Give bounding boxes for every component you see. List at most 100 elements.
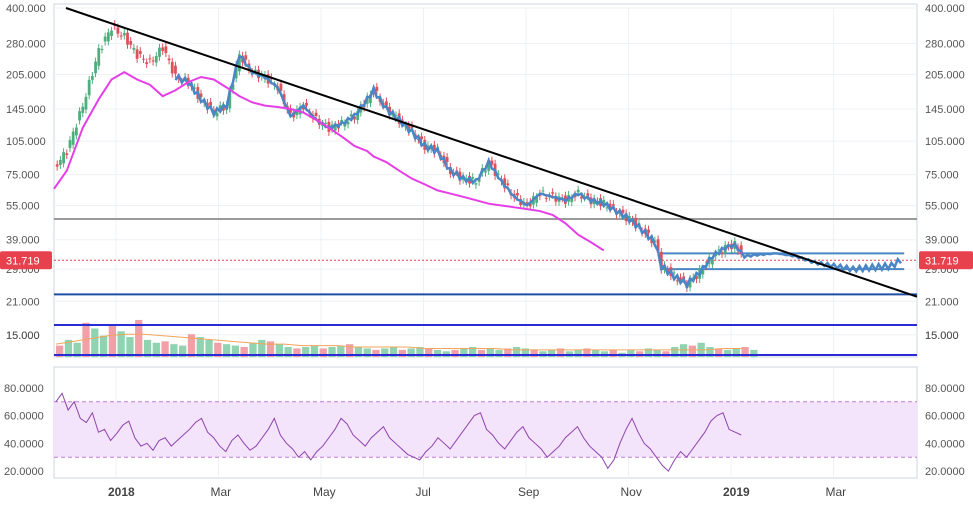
price-y-tick-left: 39.000 [6,235,40,247]
price-y-tick-right: 39.000 [925,235,959,247]
candle-body [174,65,177,74]
candle-body [110,30,113,37]
volume-bar [73,342,81,357]
trendline[interactable] [65,7,918,298]
candle-body [298,106,302,115]
price-panel [53,3,918,358]
candle-body [720,253,724,255]
price-tag-left-text: 31.719 [6,255,40,267]
candle-body [647,229,650,233]
volume-bar [477,349,486,357]
candle-body [119,35,123,37]
candle-body [503,178,507,189]
candle-body [78,111,81,121]
candle-body [90,75,94,80]
price-y-tick-right: 75.000 [925,170,959,182]
candle-body [650,238,654,244]
candle-body [324,122,328,124]
candle-body [634,217,638,228]
candle-body [116,27,120,34]
candle-body [154,55,158,63]
volume-bar [372,349,380,357]
price-y-tick-right: 21.000 [925,296,959,308]
volume-bar [512,347,521,357]
candle-body [525,202,529,204]
price-y-tick-right: 280.000 [925,38,965,50]
candle-body [506,183,510,186]
candle-body [87,79,91,96]
candle-body [602,199,606,204]
candle-body [541,190,545,192]
volume-bar [416,347,424,357]
rsi-y-tick-right: 80.0000 [925,383,965,395]
candle-body [222,105,225,111]
x-axis-label: 2018 [108,485,135,499]
rsi-y-tick-left: 40.0000 [4,438,44,450]
volume-bar [117,331,125,357]
candle-body [122,32,126,36]
candle-body [305,102,308,106]
price-y-tick-left: 75.000 [6,170,40,182]
candle-body [58,160,62,165]
candle-body [289,108,292,113]
volume-bar [275,344,283,357]
candle-body [244,55,248,60]
candle-body [653,240,657,243]
rsi-y-tick-left: 20.0000 [4,466,44,478]
candle-body [167,58,171,61]
volume-bar [266,341,275,357]
volume-bar [644,348,653,357]
candle-body [739,245,743,254]
price-y-tick-left: 280.000 [6,38,46,50]
price-y-tick-left: 15.000 [6,330,40,342]
candle-body [81,106,85,114]
candle-body [656,239,660,253]
candle-body [94,61,97,74]
volume-bar [196,337,204,357]
candle-body [84,96,88,110]
candle-body [570,198,574,203]
volume-bar [231,345,240,357]
volume-bar [240,347,248,357]
x-axis-label: 2019 [723,485,750,499]
candle-body [471,177,475,179]
candle-body [404,126,407,128]
candle-body [432,144,436,154]
volume-bar [750,349,758,357]
candle-body [544,197,548,199]
candle-body [215,112,219,117]
candle-body [385,101,388,106]
candle-body [106,32,110,42]
volume-bar [715,348,723,357]
candle-body [158,47,161,57]
rsi-y-tick-left: 60.0000 [4,411,44,423]
rsi-y-tick-right: 20.0000 [925,466,965,478]
volume-bar [82,322,90,357]
price-y-tick-right: 145.000 [925,104,965,116]
rsi-y-tick-right: 40.0000 [925,438,965,450]
candle-body [193,87,197,89]
candle-body [161,47,165,51]
volume-ma-line [55,333,742,351]
candle-body [400,119,404,121]
candle-body [65,153,69,156]
candle-body [209,101,213,106]
volume-bar [161,341,169,357]
moving-average-line [53,70,605,252]
candle-body [148,58,152,60]
volume-bar [64,339,73,357]
x-axis-label: Sep [518,485,540,499]
volume-bar [451,349,459,357]
candle-body [595,201,599,203]
volume-bar [249,342,257,357]
volume-bar [214,342,222,357]
volume-bar [504,348,512,357]
candle-body [100,48,104,50]
price-y-tick-right: 205.000 [925,70,965,82]
volume-bar [170,344,178,357]
candle-body [675,280,679,282]
volume-bar [627,349,635,357]
candle-body [487,161,491,171]
candle-body [74,127,78,136]
